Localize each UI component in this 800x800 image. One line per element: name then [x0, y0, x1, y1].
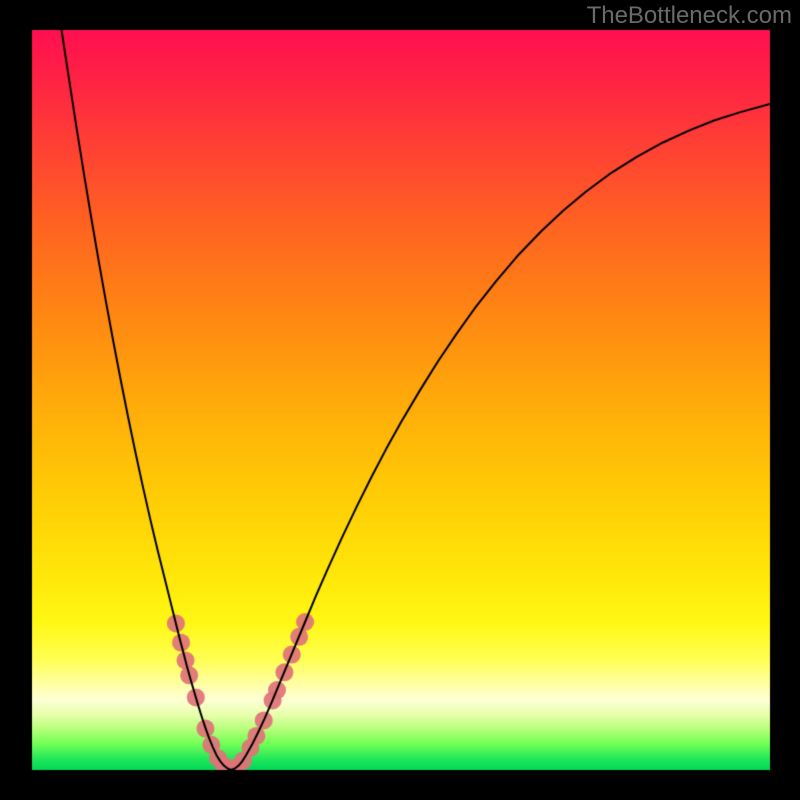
bottleneck-curve-chart: [0, 0, 800, 800]
watermark-label: TheBottleneck.com: [587, 2, 792, 30]
chart-stage: TheBottleneck.com: [0, 0, 800, 800]
